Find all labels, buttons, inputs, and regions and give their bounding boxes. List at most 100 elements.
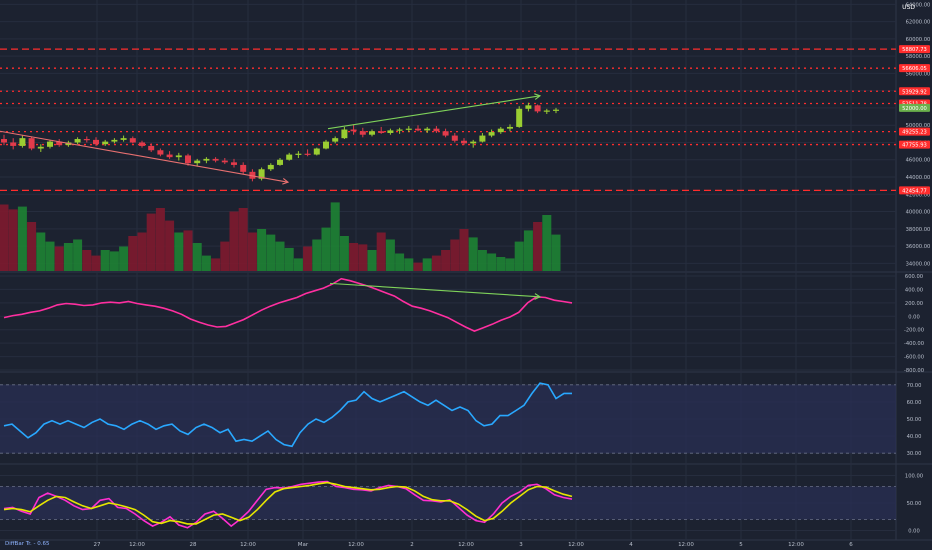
candle-up[interactable] [74,139,81,143]
candle-down[interactable] [185,155,191,164]
volume-bar [533,222,543,271]
candle-up[interactable] [332,138,339,142]
up-trendline[interactable] [327,95,541,130]
candle-up[interactable] [405,128,412,130]
candle-up[interactable] [203,158,210,161]
candle-up[interactable] [543,110,550,112]
candle-up[interactable] [479,135,486,142]
stoch-d-line[interactable] [3,481,573,525]
candle-up[interactable] [194,160,201,164]
volume-bar [27,222,37,271]
candle-up[interactable] [175,155,182,158]
level-price-label: 42454.77 [902,188,927,194]
candle-up[interactable] [488,132,495,136]
time-tick-label: 4 [629,542,633,548]
candle-down[interactable] [1,139,7,143]
rsi-line[interactable] [3,382,572,448]
candle-down[interactable] [93,139,99,145]
time-tick-label: 27 [94,542,101,548]
candle-down[interactable] [534,105,541,112]
time-axis[interactable]: 27 12:00 28 12:00 Mar 12:00 2 12:00 3 12:00 4 12:00… [94,542,854,548]
oscillator-panel-2[interactable] [0,382,896,454]
candle-down[interactable] [451,135,458,141]
candle-up[interactable] [258,169,265,179]
candle-down[interactable] [139,142,145,146]
candle-up[interactable] [369,131,375,135]
candle-down[interactable] [166,154,173,158]
candle-down[interactable] [10,142,17,146]
candle-down[interactable] [240,164,247,172]
rsi-line-tick-label: 60.00 [907,400,922,406]
currency-label: USD [902,4,915,11]
level-price-label: 49255.23 [902,130,927,136]
candle-down[interactable] [433,128,440,132]
time-tick-label: 12:00 [788,542,804,548]
volume-bar [257,229,267,271]
candle-down[interactable] [461,140,467,144]
down-trendline[interactable] [0,130,289,183]
candle-up[interactable] [424,128,431,131]
volume-bar [165,220,175,271]
candle-up[interactable] [19,138,26,146]
candle-up[interactable] [323,141,329,149]
volume-bar [201,255,211,271]
candle-up[interactable] [525,105,532,109]
candle-up[interactable] [102,141,109,145]
candle-up[interactable] [120,138,127,140]
candle-up[interactable] [516,108,523,127]
oscillator-panel-1[interactable] [3,277,573,332]
volume-bar [8,209,18,271]
price-tick-label: 36000.00 [906,244,931,250]
macd-line[interactable] [3,277,573,332]
candle-up[interactable] [47,141,53,147]
candle-down[interactable] [157,150,164,155]
candle-down[interactable] [83,139,90,141]
candle-up[interactable] [553,109,559,111]
candle-up[interactable] [267,164,274,170]
candle-up[interactable] [497,128,504,133]
macd-line-tick-label: 400.00 [905,287,923,293]
oscillator-trendline-head [534,293,542,300]
candle-up[interactable] [470,141,477,144]
stoch-k-line-tick-label: 100.00 [905,474,923,480]
candle-down[interactable] [129,138,136,143]
candle-down[interactable] [249,171,256,179]
candle-up[interactable] [387,130,394,133]
candle-down[interactable] [221,160,228,163]
price-axis[interactable]: 64000.00 62000.00 60000.00 58000.00 56000.00… [899,2,931,535]
price-tick-label: 50000.00 [906,123,931,129]
candle-down[interactable] [212,158,219,161]
candle-down[interactable] [442,131,449,136]
candle-down[interactable] [359,131,366,135]
candle-up[interactable] [111,139,118,142]
candle-up[interactable] [313,148,320,155]
candle-down[interactable] [231,162,237,165]
macd-line-tick-label: 600.00 [905,274,923,280]
volume-bar [450,239,460,271]
candle-up[interactable] [507,126,513,129]
oscillator-panel-3[interactable] [0,480,896,529]
price-tick-label: 42000.00 [906,192,931,198]
price-panel[interactable] [0,48,896,192]
candle-up[interactable] [396,129,403,131]
candle-down[interactable] [378,131,385,133]
candle-down[interactable] [148,145,155,151]
candle-up[interactable] [286,154,293,160]
candle-down[interactable] [415,128,421,131]
candle-down[interactable] [304,153,311,155]
candle-up[interactable] [341,129,348,139]
oscillator-trendline[interactable] [329,282,541,298]
candle-down[interactable] [350,129,357,132]
volume-bar [73,239,83,271]
candle-down[interactable] [28,138,35,149]
price-tick-label: 34000.00 [906,261,931,267]
volume-bar [146,213,156,271]
volume-bar [496,257,506,271]
stoch-k-line[interactable] [3,480,573,529]
candle-up[interactable] [37,146,44,149]
candle-up[interactable] [277,159,283,165]
candle-down[interactable] [56,141,63,146]
candle-up[interactable] [295,153,302,155]
time-tick-label: 12:00 [129,542,145,548]
